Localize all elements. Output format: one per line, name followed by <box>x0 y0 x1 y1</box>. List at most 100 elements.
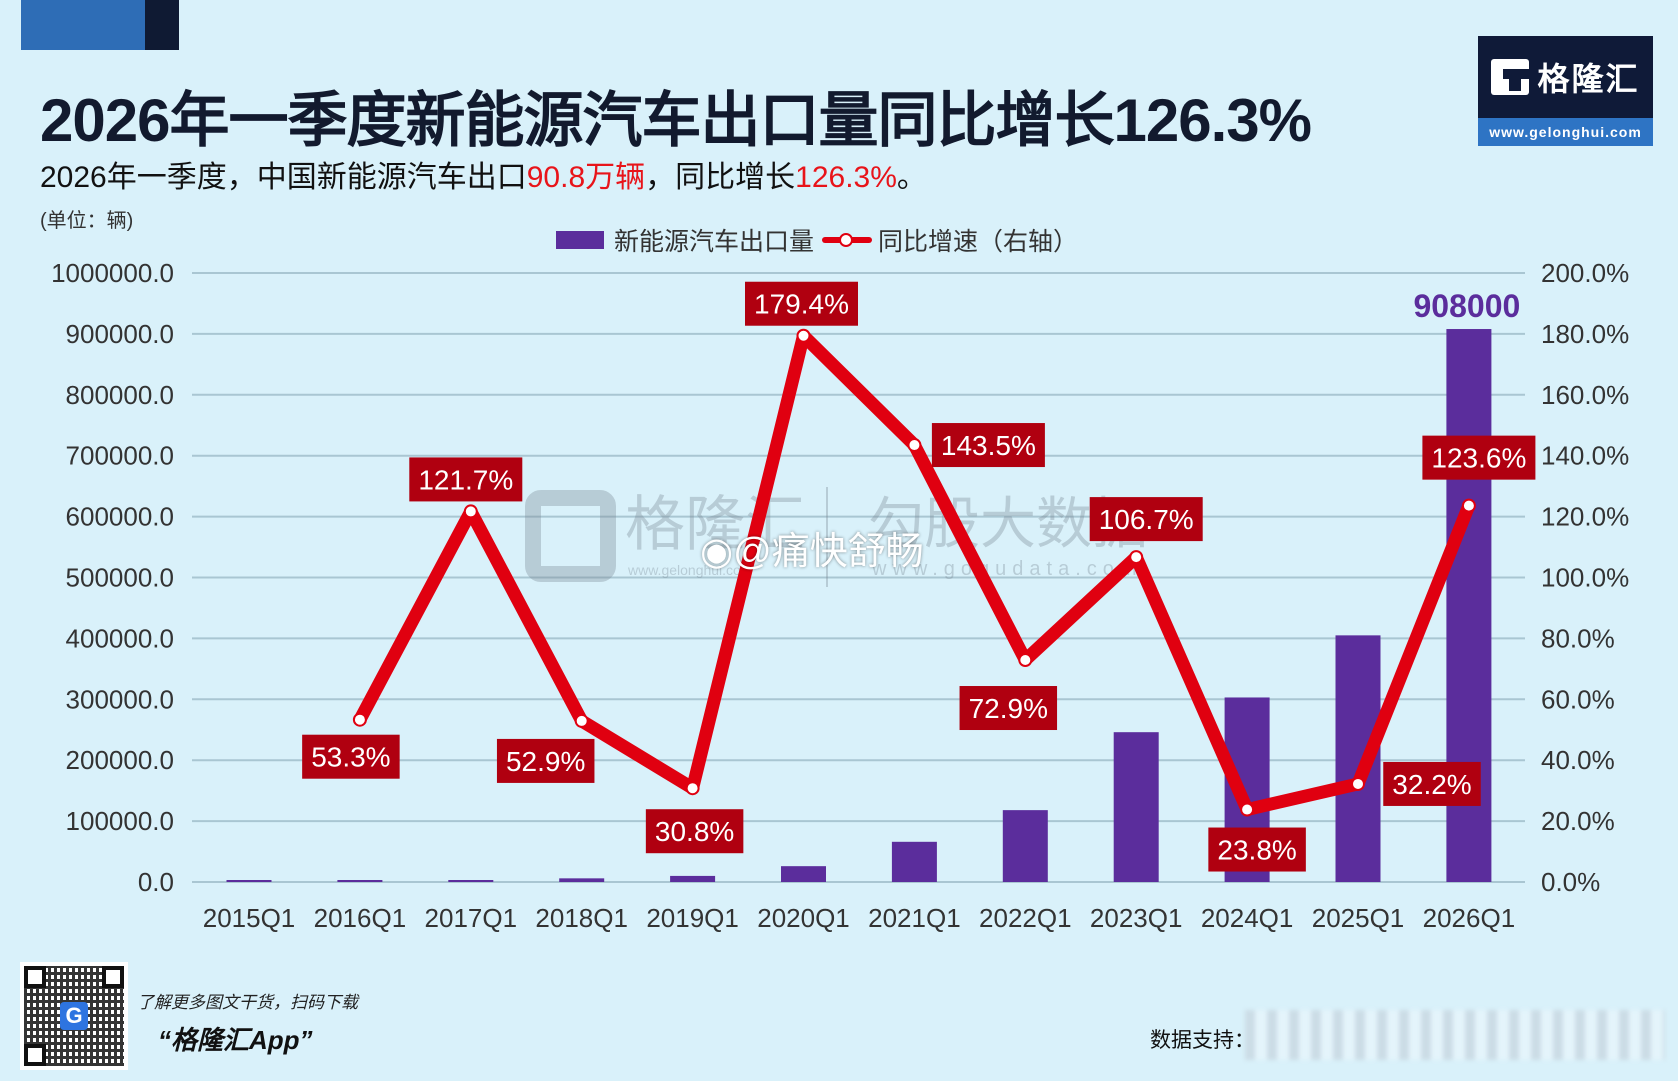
svg-text:121.7%: 121.7% <box>418 464 513 495</box>
bar <box>559 878 605 882</box>
x-axis-tick: 2020Q1 <box>757 903 850 933</box>
right-axis-tick: 140.0% <box>1541 441 1629 471</box>
left-axis-tick: 400000.0 <box>66 623 174 653</box>
svg-text:106.7%: 106.7% <box>1099 504 1194 535</box>
x-axis-tick: 2021Q1 <box>868 903 961 933</box>
x-axis-tick: 2025Q1 <box>1312 903 1405 933</box>
svg-text:www.gelonghui.com: www.gelonghui.com <box>627 562 753 578</box>
svg-text:179.4%: 179.4% <box>754 289 849 320</box>
line-point <box>463 504 478 519</box>
subtitle-text: 。 <box>896 161 927 194</box>
left-axis-tick: 200000.0 <box>66 745 174 775</box>
growth-label: 72.9% <box>959 686 1058 731</box>
left-axis-tick: 600000.0 <box>66 502 174 532</box>
right-axis-tick: 20.0% <box>1541 806 1615 836</box>
x-axis-tick: 2024Q1 <box>1201 903 1294 933</box>
bar <box>1113 732 1159 882</box>
left-axis-tick: 1000000.0 <box>51 258 174 288</box>
growth-label: 143.5% <box>931 423 1045 468</box>
gelonghui-logo: 格隆汇 www.gelonghui.com <box>1478 36 1653 146</box>
growth-label: 123.6% <box>1422 435 1536 480</box>
bar <box>337 880 383 882</box>
g-logo-icon: G <box>60 1002 88 1030</box>
watermark-g-icon <box>525 490 616 582</box>
right-axis-tick: 100.0% <box>1541 563 1629 593</box>
growth-label: 32.2% <box>1383 761 1481 806</box>
data-source-label: 数据支持： <box>1150 1029 1255 1052</box>
bar-series: 908000 <box>226 288 1521 882</box>
left-axis-tick: 100000.0 <box>66 806 174 836</box>
g-logo-icon <box>1491 59 1530 95</box>
svg-text:143.5%: 143.5% <box>941 430 1036 461</box>
x-axis-tick: 2023Q1 <box>1090 903 1183 933</box>
bar <box>1002 810 1048 882</box>
left-axis-tick: 700000.0 <box>66 441 174 471</box>
growth-label: 53.3% <box>302 734 400 779</box>
svg-text:23.8%: 23.8% <box>1217 835 1296 866</box>
growth-label: 23.8% <box>1208 827 1306 872</box>
growth-label: 179.4% <box>745 281 858 326</box>
bar <box>448 880 494 882</box>
weibo-watermark: ◉@痛快舒畅 <box>700 531 924 573</box>
x-axis-tick: 2017Q1 <box>425 903 518 933</box>
footer-tip: 了解更多图文干货，扫码下载 <box>137 993 358 1012</box>
right-axis-tick: 120.0% <box>1541 502 1629 532</box>
svg-text:32.2%: 32.2% <box>1392 769 1471 800</box>
right-axis-tick: 160.0% <box>1541 380 1629 410</box>
line-point <box>796 328 811 343</box>
subtitle: 2026年一季度，中国新能源汽车出口90.8万辆，同比增长126.3%。 <box>40 152 927 196</box>
weibo-icon: ◉ <box>700 531 734 573</box>
svg-text:52.9%: 52.9% <box>506 746 585 777</box>
line-point <box>352 712 367 727</box>
chart-legend: 新能源汽车出口量 同比增速（右轴） <box>556 222 1078 258</box>
x-axis-tick: 2022Q1 <box>979 903 1072 933</box>
growth-label: 52.9% <box>496 738 595 783</box>
svg-text:123.6%: 123.6% <box>1431 443 1526 474</box>
line-point <box>1018 653 1033 668</box>
left-axis-tick: 900000.0 <box>66 319 174 349</box>
logo-url: www.gelonghui.com <box>1478 118 1653 146</box>
growth-label: 121.7% <box>409 457 523 502</box>
data-source-redacted <box>1245 1010 1665 1060</box>
logo-name: 格隆汇 <box>1537 61 1640 97</box>
bar <box>781 866 826 882</box>
unit-label: (单位：辆) <box>40 210 134 232</box>
line-legend-swatch-icon <box>822 233 873 247</box>
bar-legend-swatch-icon <box>556 231 604 249</box>
x-axis-tick: 2018Q1 <box>535 903 628 933</box>
right-axis-tick: 80.0% <box>1541 623 1615 653</box>
decor-corner-dark <box>145 0 179 50</box>
right-axis-tick: 60.0% <box>1541 684 1615 714</box>
line-point <box>1129 550 1144 565</box>
left-axis-tick: 800000.0 <box>66 380 174 410</box>
right-axis-tick: 40.0% <box>1541 745 1615 775</box>
right-axis-tick: 200.0% <box>1541 258 1629 288</box>
subtitle-volume: 90.8万辆 <box>526 161 646 194</box>
left-axis-tick: 300000.0 <box>66 684 174 714</box>
line-point <box>907 438 922 453</box>
qr-code[interactable]: G <box>20 962 128 1070</box>
subtitle-growth: 126.3% <box>795 161 897 194</box>
svg-text:30.8%: 30.8% <box>655 816 734 847</box>
line-point <box>1240 802 1255 817</box>
left-axis-tick: 500000.0 <box>66 563 174 593</box>
subtitle-text: ，同比增长 <box>645 161 796 194</box>
x-axis-tick: 2015Q1 <box>203 903 296 933</box>
right-axis: 0.0% 20.0% 40.0% 60.0% 80.0% 100.0% 120.0% 140.… <box>1541 258 1629 897</box>
right-axis-tick: 180.0% <box>1541 319 1629 349</box>
gridlines <box>192 272 1525 883</box>
line-series <box>352 328 1476 817</box>
x-axis-tick: 2019Q1 <box>646 903 739 933</box>
x-axis-tick: 2016Q1 <box>314 903 407 933</box>
bar <box>891 841 937 882</box>
line-point <box>1461 498 1476 513</box>
decor-corner-blue <box>21 0 145 50</box>
left-axis-tick: 0.0 <box>138 867 174 897</box>
svg-text:72.9%: 72.9% <box>969 693 1048 724</box>
line-point <box>685 781 700 796</box>
svg-text:53.3%: 53.3% <box>311 742 390 773</box>
svg-text:格隆汇: 格隆汇 <box>625 491 805 558</box>
bar-value-label: 908000 <box>1414 288 1521 324</box>
legend-bar-label: 新能源汽车出口量 <box>614 228 815 256</box>
